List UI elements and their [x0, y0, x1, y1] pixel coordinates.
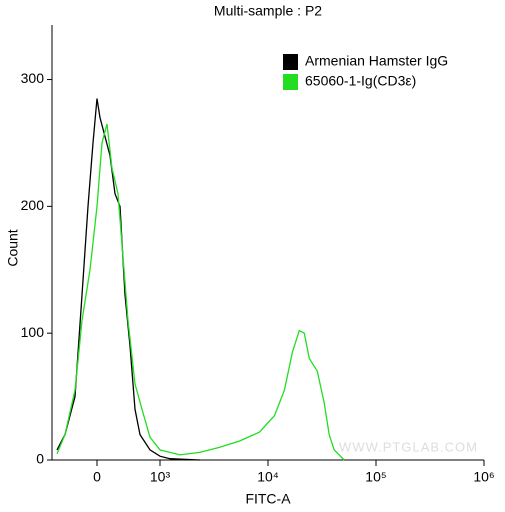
- x-tick-label: 10³: [150, 469, 171, 485]
- legend-label: Armenian Hamster IgG: [305, 53, 448, 69]
- watermark: WWW.PTGLAB.COM: [339, 439, 478, 454]
- legend-swatch: [283, 74, 298, 90]
- histogram-line: [56, 123, 345, 461]
- x-axis-label: FITC-A: [245, 491, 291, 507]
- legend-swatch: [283, 54, 298, 70]
- y-tick-label: 300: [21, 70, 45, 86]
- chart-title: Multi-sample : P2: [214, 3, 322, 19]
- y-tick-label: 100: [21, 324, 45, 340]
- y-axis-label: Count: [5, 229, 21, 266]
- x-tick-label: 0: [93, 469, 101, 485]
- y-tick-label: 200: [21, 197, 45, 213]
- histogram-line: [56, 98, 200, 461]
- y-tick-label: 0: [36, 451, 44, 467]
- x-tick-label: 10⁵: [365, 469, 386, 485]
- legend-label: 65060-1-Ig(CD3ε): [305, 73, 416, 89]
- x-tick-label: 10⁴: [257, 469, 279, 485]
- x-tick-label: 10⁶: [473, 469, 494, 485]
